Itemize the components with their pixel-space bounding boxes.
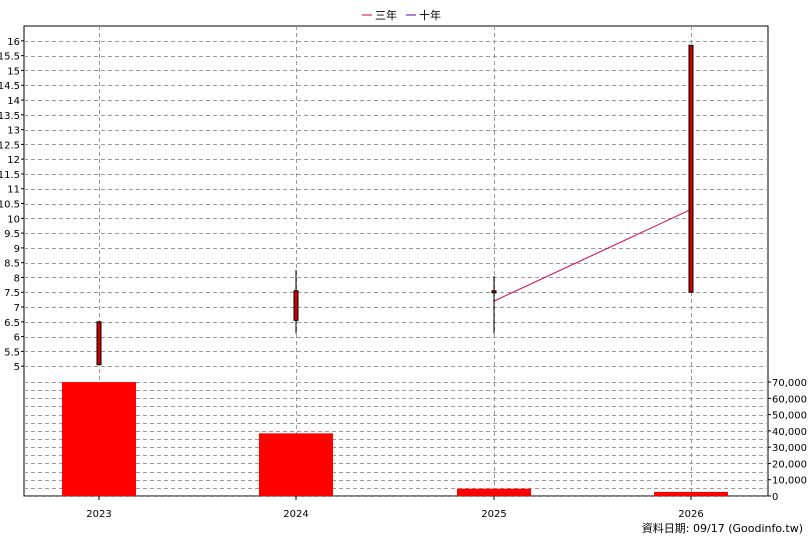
volume-bar-2025 [457,488,531,496]
candle-body-2026 [688,44,694,293]
grid [24,26,768,497]
price-tick-label: 10 [7,214,20,225]
candle-body-2025 [491,290,497,294]
candle-body-2023 [96,321,102,366]
price-tick-label: 8.5 [4,259,20,270]
volume-axis: 70,000 60,000 50,000 40,000 30,000 20,000 10,0… [768,378,807,503]
volume-bar-2026 [654,491,728,496]
price-tick-label: 14 [7,96,20,107]
price-tick-label: 15 [7,66,20,77]
volume-tick-label: 10,000 [772,476,807,487]
price-tick-label: 8 [14,273,20,284]
year-tick-label: 2024 [283,509,308,520]
legend-label-10yr: 十年 [419,8,441,22]
price-tick-label: 11 [7,185,20,196]
price-tick-label: 7.5 [4,288,20,299]
volume-tick-label: 30,000 [772,443,807,454]
price-tick-label: 13 [7,126,20,137]
volume-tick-label: 0 [772,492,778,503]
series-line-三年 [493,208,692,302]
volume-tick-label: 50,000 [772,411,807,422]
data-date-label: 資料日期: 09/17 (Goodinfo.tw) [642,521,803,535]
volume-tick-label: 40,000 [772,427,807,438]
legend: 三年 十年 [362,8,441,22]
price-tick-label: 9.5 [4,229,20,240]
moving-average-lines [493,208,692,302]
year-tick-label: 2023 [86,509,111,520]
year-tick-label: 2026 [678,509,703,520]
volume-bar-2024 [259,433,333,496]
price-tick-label: 6 [14,333,20,344]
price-tick-label: 16 [7,37,20,48]
volume-bars [62,382,728,496]
price-tick-label: 15.5 [0,52,20,63]
volume-tick-label: 20,000 [772,459,807,470]
price-tick-label: 9 [14,244,20,255]
price-tick-label: 6.5 [4,318,20,329]
price-tick-label: 7 [14,303,20,314]
price-candles [96,44,694,366]
price-tick-label: 5.5 [4,347,20,358]
volume-bar-2023 [62,382,136,496]
candle-body-2024 [293,290,299,321]
price-tick-label: 13.5 [0,111,20,122]
legend-label-3yr: 三年 [375,8,397,22]
price-tick-label: 11.5 [0,170,20,181]
year-axis: 2023 2024 2025 2026 [86,496,704,520]
price-tick-label: 12.5 [0,140,20,151]
price-tick-label: 5 [14,362,20,373]
price-tick-label: 12 [7,155,20,166]
volume-tick-label: 60,000 [772,394,807,405]
price-tick-label: 14.5 [0,81,20,92]
price-axis: 16 15.5 15 14.5 14 13.5 13 12.5 12 11.5 11 10.5 10 9.… [0,37,24,373]
volume-tick-label: 70,000 [772,378,807,389]
price-tick-label: 10.5 [0,200,20,211]
year-tick-label: 2025 [481,509,506,520]
